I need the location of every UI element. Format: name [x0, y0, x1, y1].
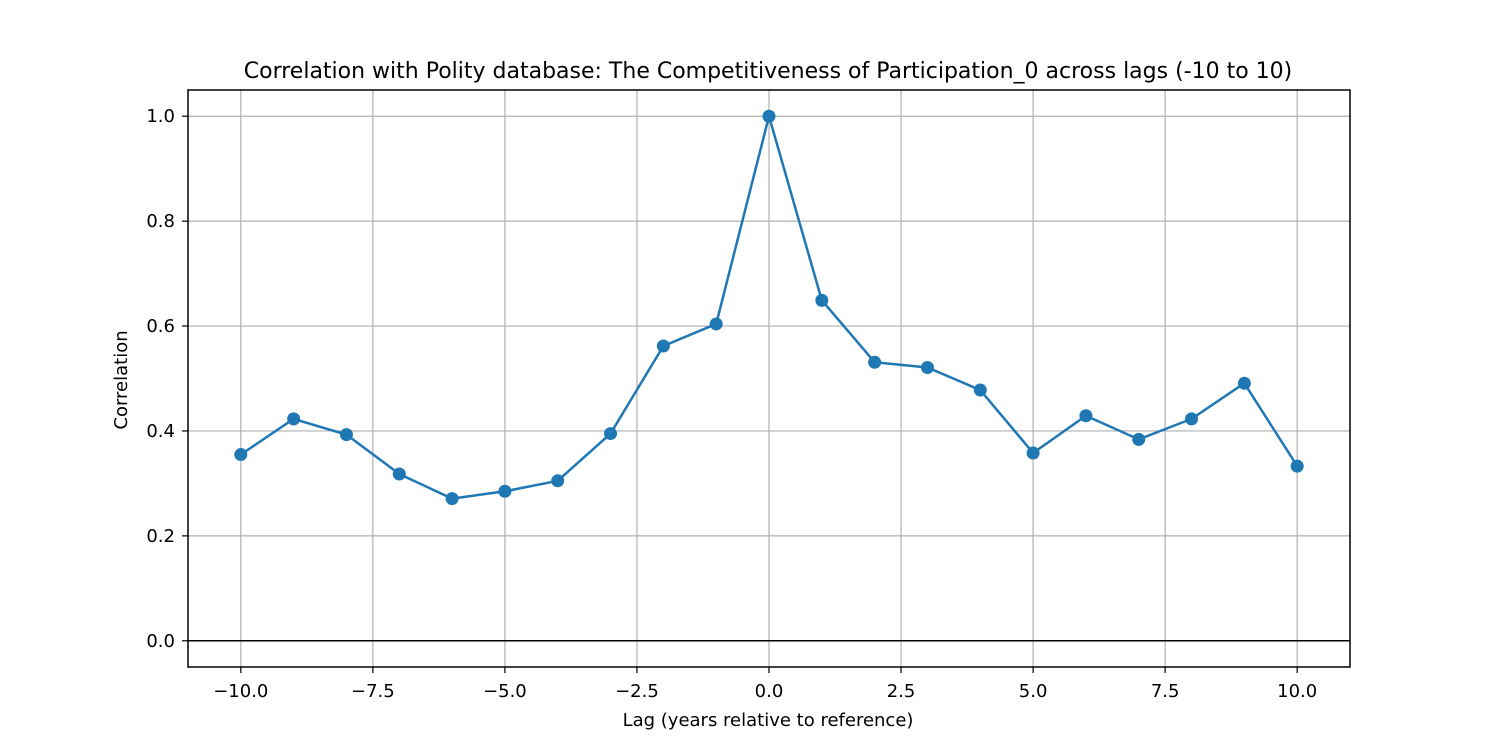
y-axis-ticks: 0.0 0.2 0.4 0.6 0.8 1.0	[146, 106, 188, 652]
data-point	[762, 109, 776, 123]
x-tick-label: 10.0	[1277, 681, 1317, 702]
x-axis-label: Lag (years relative to reference)	[623, 710, 914, 731]
x-tick-label: 0.0	[755, 681, 784, 702]
data-point	[815, 293, 829, 307]
data-point	[287, 412, 301, 426]
x-tick-label: −5.0	[483, 681, 527, 702]
data-point	[868, 355, 882, 369]
data-point	[1237, 376, 1251, 390]
y-axis-label: Correlation	[111, 330, 132, 429]
x-tick-label: −7.5	[351, 681, 395, 702]
data-point	[498, 484, 512, 498]
data-point	[445, 492, 459, 506]
y-tick-label: 0.6	[146, 316, 175, 337]
y-tick-label: 1.0	[146, 106, 175, 127]
x-tick-label: 5.0	[1019, 681, 1048, 702]
x-tick-label: −2.5	[615, 681, 659, 702]
x-tick-label: 7.5	[1151, 681, 1180, 702]
data-point	[1185, 412, 1199, 426]
data-point	[973, 383, 987, 397]
grid-lines	[188, 90, 1350, 667]
x-axis-ticks: −10.0 −7.5 −5.0 −2.5 0.0 2.5 5.0 7.5 10.0	[213, 667, 1317, 702]
data-point	[709, 317, 723, 331]
data-point	[1290, 459, 1304, 473]
y-tick-label: 0.2	[146, 526, 175, 547]
chart-title: Correlation with Polity database: The Co…	[244, 59, 1293, 84]
y-tick-label: 0.0	[146, 631, 175, 652]
x-tick-label: 2.5	[887, 681, 916, 702]
data-point	[1079, 409, 1093, 423]
data-point	[392, 467, 406, 481]
data-point	[339, 428, 353, 442]
data-point	[551, 474, 565, 488]
data-point	[1132, 432, 1146, 446]
y-tick-label: 0.8	[146, 211, 175, 232]
data-point	[234, 448, 248, 462]
data-point	[656, 339, 670, 353]
data-point	[1026, 446, 1040, 460]
y-tick-label: 0.4	[146, 421, 175, 442]
data-point	[920, 360, 934, 374]
data-point	[604, 427, 618, 441]
series-layer	[234, 109, 1304, 506]
x-tick-label: −10.0	[213, 681, 268, 702]
